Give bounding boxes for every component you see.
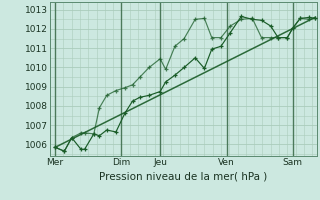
X-axis label: Pression niveau de la mer( hPa ): Pression niveau de la mer( hPa ) — [99, 171, 267, 181]
